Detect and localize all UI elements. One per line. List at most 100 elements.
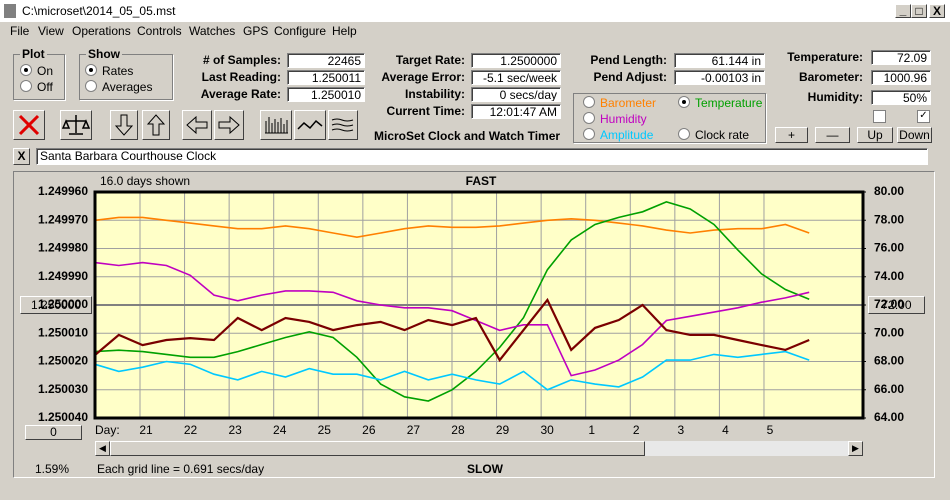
minimize-button[interactable]: _ [895,4,911,18]
title-bar: C:\microset\2014_05_05.mst _ □ X [0,0,950,22]
graph-button[interactable]: — [815,127,850,143]
legend-entry[interactable]: Clock rate [678,128,749,142]
plot-option[interactable]: On [20,64,53,78]
icon [18,114,40,136]
group-title: Show [86,47,122,61]
field-label: Current Time: [386,104,465,118]
field-value: -0.00103 in [674,70,765,85]
radio-label: Off [37,80,53,94]
graph-button[interactable]: + [775,127,808,143]
field-label: Instability: [404,87,465,101]
menu-item[interactable]: Configure [274,24,327,38]
scroll-thumb[interactable] [110,441,645,456]
radio-dot[interactable] [583,112,595,124]
field-label: Humidity: [807,90,863,104]
reference-button[interactable]: 1.250000 [20,296,92,314]
menu-item[interactable]: Help [332,24,357,38]
reference2-button[interactable]: 72.00 [868,296,925,314]
right-button[interactable] [214,110,244,140]
radio-dot[interactable] [85,64,97,76]
plot-option[interactable]: Off [20,80,53,94]
field-label: Average Rate: [200,87,281,101]
icon [61,115,91,135]
field-label: Barometer: [798,70,863,84]
lines-button[interactable] [328,110,358,140]
up-button[interactable] [142,110,170,140]
field-label: Target Rate: [395,53,465,67]
field-label: Last Reading: [201,70,281,84]
icon [114,114,134,136]
icon [218,115,240,135]
menu-item[interactable]: Controls [137,24,182,38]
field-value: 50% [871,90,931,105]
radio-dot[interactable] [20,64,32,76]
radio-dot[interactable] [583,96,595,108]
menu-item[interactable]: GPS [243,24,269,38]
field-value: 22465 [287,53,365,68]
field-value: 12:01:47 AM [471,104,561,119]
show-option[interactable]: Averages [85,80,152,94]
app-name: MicroSet Clock and Watch Timer [374,129,561,143]
scroll-left[interactable]: ◀ [95,441,110,456]
icon [186,115,208,135]
field-label: # of Samples: [202,53,281,67]
calibrate-button[interactable] [60,110,92,140]
radio-dot[interactable] [678,96,690,108]
radio-dot[interactable] [20,80,32,92]
field-value: 72.09 [871,50,931,65]
offset-button[interactable]: 0 [25,425,82,440]
radio-dot[interactable] [583,128,595,140]
radio-label: On [37,64,54,78]
bars-button[interactable] [260,110,292,140]
scroll-percent: 1.59% [35,462,70,476]
remove-watch-button[interactable]: X [13,148,30,165]
radio-label: Temperature [695,96,763,110]
maximize-button[interactable]: □ [911,4,927,18]
down-button[interactable] [110,110,138,140]
legend-entry[interactable]: Barometer [583,96,656,110]
grid-note: Each grid line = 0.691 secs/day [97,462,265,476]
plot-group: Plot [13,47,65,100]
field-value: 1000.96 [871,70,931,85]
icon [297,119,323,130]
field-value: 61.144 in [674,53,765,68]
show-option[interactable]: Rates [85,64,133,78]
radio-label: Averages [102,80,153,94]
legend-entry[interactable]: Temperature [678,96,762,110]
legend-entry[interactable]: Amplitude [583,128,653,142]
left-button[interactable] [182,110,212,140]
radio-dot[interactable] [678,128,690,140]
radio-label: Barometer [600,96,657,110]
icon [146,114,166,136]
menu-item[interactable]: Watches [189,24,236,38]
checkbox[interactable] [873,110,886,123]
scroll-right[interactable]: ▶ [848,441,863,456]
menu-item[interactable]: Operations [72,24,131,38]
wave-button[interactable] [294,110,326,140]
scrollbar[interactable]: ◀ ▶ [95,441,863,456]
clear-button[interactable] [13,110,45,140]
field-label: Average Error: [381,70,465,84]
chart-panel [13,171,935,478]
radio-label: Clock rate [695,128,750,142]
field-label: Temperature: [787,50,863,64]
field-value: 0 secs/day [471,87,561,102]
graph-select-group [573,93,766,143]
graph-button[interactable]: Up [857,127,893,143]
field-label: Pend Length: [590,53,667,67]
radio-label: Amplitude [600,128,654,142]
field-value: 1.250010 [287,87,365,102]
radio-dot[interactable] [85,80,97,92]
show-group: Show [79,47,173,100]
field-value: 1.2500000 [471,53,561,68]
field-label: Pend Adjust: [593,70,667,84]
close-button[interactable]: X [929,4,945,18]
graph-button[interactable]: Down [897,127,932,143]
field-value: 1.250011 [287,70,365,85]
menu-item[interactable]: View [38,24,64,38]
watch-name-field[interactable]: Santa Barbara Courthouse Clock [36,148,928,165]
menu-item[interactable]: File [10,24,30,38]
checkbox[interactable]: ✓ [917,110,930,123]
legend-entry[interactable]: Humidity [583,112,647,126]
